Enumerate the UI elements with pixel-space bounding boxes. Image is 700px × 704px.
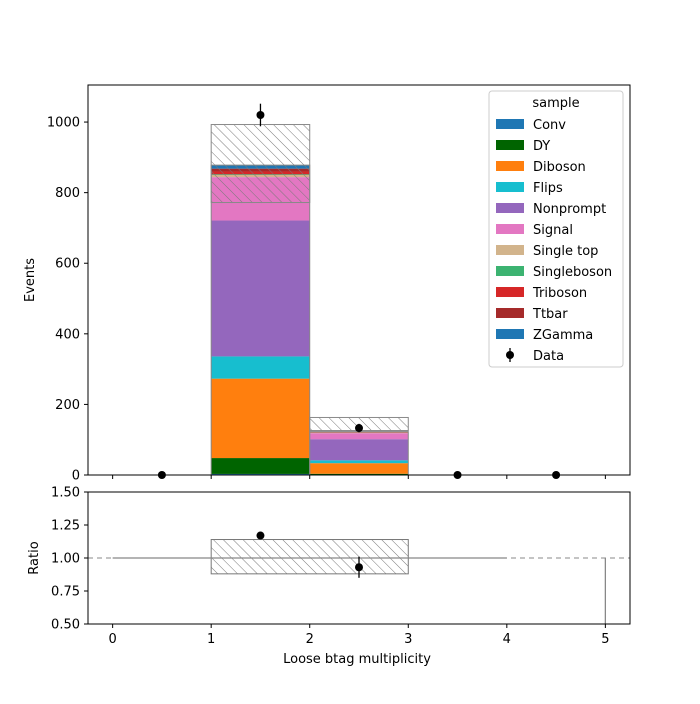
main-ytick-label-200: 200 [55, 398, 80, 413]
legend-swatch-diboson [496, 161, 524, 171]
legend-label-zgamma: ZGamma [533, 328, 593, 343]
legend-data-marker [506, 351, 514, 359]
legend-label-ttbar: Ttbar [532, 307, 568, 322]
main-y-ticks: 0 200 400 600 800 1000 [47, 116, 88, 484]
ratio-xtick-label-1: 1 [207, 632, 215, 647]
ratio-xtick-label-5: 5 [601, 632, 609, 647]
ratio-xtick-label-3: 3 [404, 632, 412, 647]
bar-diboson-bin-2 [310, 463, 409, 474]
bar-nonprompt-bin-2 [310, 439, 409, 460]
bar-signal-bin-2 [310, 433, 409, 439]
legend-swatch-dy [496, 140, 524, 150]
legend-label-nonprompt: Nonprompt [533, 202, 606, 217]
ratio-xtick-label-4: 4 [503, 632, 511, 647]
ratio-xtick-label-2: 2 [306, 632, 314, 647]
ratio-ytick-label-0.50: 0.50 [51, 618, 80, 633]
legend: sample Conv DY Diboson Flips Nonprompt Signal… [489, 91, 623, 367]
legend-label-triboson: Triboson [532, 286, 587, 301]
ratio-ytick-label-1.25: 1.25 [51, 519, 80, 534]
legend-swatch-single-top [496, 245, 524, 255]
main-y-axis-label: Events [23, 258, 38, 302]
legend-label-single-top: Single top [533, 244, 598, 259]
legend-swatch-conv [496, 119, 524, 129]
main-ytick-label-600: 600 [55, 257, 80, 272]
legend-label-dy: DY [533, 139, 550, 154]
ratio-y-ticks: 0.50 0.75 1.00 1.25 1.50 [51, 486, 88, 633]
ratio-uncertainty-band [211, 540, 408, 574]
legend-swatch-zgamma [496, 329, 524, 339]
legend-label-signal: Signal [533, 223, 573, 238]
legend-label-singleboson: Singleboson [533, 265, 612, 280]
legend-label-conv: Conv [533, 118, 566, 133]
uncertainty-band-bin-1 [211, 125, 310, 203]
main-ytick-label-0: 0 [72, 469, 80, 484]
legend-title: sample [532, 96, 579, 111]
legend-swatch-flips [496, 182, 524, 192]
ratio-ytick-label-1.50: 1.50 [51, 486, 80, 501]
ratio-panel: 0.50 0.75 1.00 1.25 1.50 0 1 2 3 4 5 Ratio Loose … [27, 486, 630, 668]
ratio-point-0 [256, 532, 264, 540]
main-x-ticks [113, 475, 606, 479]
x-axis-label: Loose btag multiplicity [283, 652, 431, 667]
ratio-xtick-label-0: 0 [108, 632, 116, 647]
ratio-y-axis-label: Ratio [27, 541, 42, 574]
bar-flips-bin-2 [310, 460, 409, 463]
ratio-ytick-label-0.75: 0.75 [51, 585, 80, 600]
ratio-uncertainty-rect [211, 540, 408, 574]
main-ytick-label-400: 400 [55, 327, 80, 342]
data-point-2 [355, 424, 363, 432]
legend-swatch-ttbar [496, 308, 524, 318]
legend-swatch-nonprompt [496, 203, 524, 213]
legend-swatch-singleboson [496, 266, 524, 276]
bar-nonprompt-bin-1 [211, 221, 310, 357]
ratio-point-1 [355, 563, 363, 571]
ratio-x-ticks: 0 1 2 3 4 5 [108, 624, 609, 647]
bar-dy-bin-1 [211, 458, 310, 474]
legend-label-flips: Flips [533, 181, 563, 196]
main-ytick-label-1000: 1000 [47, 116, 80, 131]
main-ytick-label-800: 800 [55, 186, 80, 201]
bar-flips-bin-1 [211, 356, 310, 378]
legend-label-diboson: Diboson [533, 160, 586, 175]
legend-label-data: Data [533, 349, 564, 364]
ratio-ytick-label-1.00: 1.00 [51, 552, 80, 567]
legend-swatch-triboson [496, 287, 524, 297]
bar-diboson-bin-1 [211, 379, 310, 458]
legend-swatch-signal [496, 224, 524, 234]
data-point-1 [256, 111, 264, 119]
